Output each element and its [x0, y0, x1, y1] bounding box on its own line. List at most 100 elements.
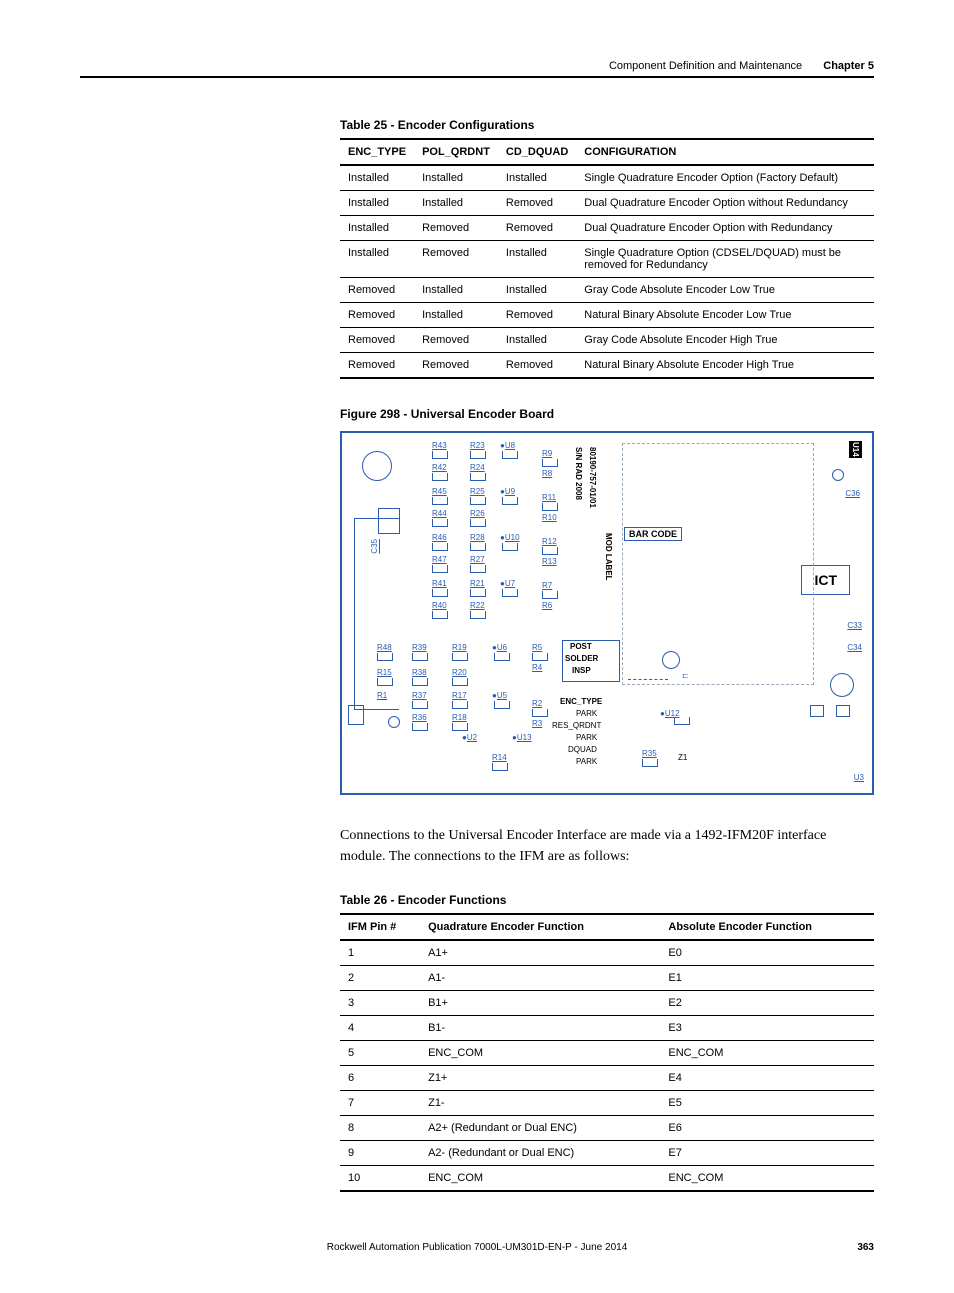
table25-header-row: ENC_TYPE POL_QRDNT CD_DQUAD CONFIGURATIO…: [340, 139, 874, 165]
table-cell: ENC_COM: [420, 1166, 660, 1192]
table-cell: E7: [660, 1141, 874, 1166]
table-row: 1A1+E0: [340, 940, 874, 966]
table-cell: Removed: [414, 216, 498, 241]
header-title: Component Definition and Maintenance: [609, 60, 802, 72]
label-solder: SOLDER: [565, 654, 598, 663]
table-row: 9A2- (Redundant or Dual ENC)E7: [340, 1141, 874, 1166]
col-cd-dquad: CD_DQUAD: [498, 139, 576, 165]
table-cell: 10: [340, 1166, 420, 1192]
footer-publication: Rockwell Automation Publication 7000L-UM…: [327, 1242, 628, 1253]
table-cell: Installed: [498, 328, 576, 353]
table-cell: Installed: [498, 241, 576, 278]
table-cell: Installed: [498, 278, 576, 303]
table-cell: Installed: [340, 165, 414, 191]
table-cell: A2- (Redundant or Dual ENC): [420, 1141, 660, 1166]
table-cell: Installed: [340, 241, 414, 278]
table-cell: E1: [660, 966, 874, 991]
table26-header-row: IFM Pin # Quadrature Encoder Function Ab…: [340, 914, 874, 940]
label-park3: PARK: [576, 757, 597, 766]
table-row: 6Z1+E4: [340, 1066, 874, 1091]
table-cell: B1+: [420, 991, 660, 1016]
table-cell: Removed: [414, 241, 498, 278]
main-content: Table 25 - Encoder Configurations ENC_TY…: [340, 118, 874, 1192]
table-cell: E0: [660, 940, 874, 966]
table-cell: Natural Binary Absolute Encoder Low True: [576, 303, 874, 328]
header-chapter: Chapter 5: [823, 60, 874, 72]
table-cell: Removed: [340, 278, 414, 303]
footer-page-number: 363: [857, 1242, 874, 1253]
table-cell: E2: [660, 991, 874, 1016]
label-partno: 80190-757-01/01: [588, 447, 597, 508]
table-row: 3B1+E2: [340, 991, 874, 1016]
table-cell: 9: [340, 1141, 420, 1166]
col-enc-type: ENC_TYPE: [340, 139, 414, 165]
label-dquad: DQUAD: [568, 745, 597, 754]
table-cell: A2+ (Redundant or Dual ENC): [420, 1116, 660, 1141]
table-cell: Single Quadrature Encoder Option (Factor…: [576, 165, 874, 191]
table-cell: Removed: [340, 303, 414, 328]
table-cell: Installed: [414, 165, 498, 191]
table-cell: 4: [340, 1016, 420, 1041]
col-pol-qrdnt: POL_QRDNT: [414, 139, 498, 165]
table-cell: Removed: [498, 216, 576, 241]
table-row: InstalledInstalledRemovedDual Quadrature…: [340, 191, 874, 216]
table-cell: Removed: [414, 353, 498, 379]
body-paragraph: Connections to the Universal Encoder Int…: [340, 825, 874, 867]
table-row: InstalledRemovedRemovedDual Quadrature E…: [340, 216, 874, 241]
table-cell: 8: [340, 1116, 420, 1141]
col-ifm-pin: IFM Pin #: [340, 914, 420, 940]
label-insp: INSP: [572, 666, 591, 675]
table-cell: 2: [340, 966, 420, 991]
table-cell: Removed: [340, 328, 414, 353]
label-park2: PARK: [576, 733, 597, 742]
table-cell: 1: [340, 940, 420, 966]
table-cell: E5: [660, 1091, 874, 1116]
table-row: RemovedRemovedInstalledGray Code Absolut…: [340, 328, 874, 353]
table-cell: Installed: [414, 278, 498, 303]
page-header: Component Definition and Maintenance Cha…: [80, 60, 874, 78]
table-cell: Removed: [498, 191, 576, 216]
table-cell: 7: [340, 1091, 420, 1116]
label-enctype: ENC_TYPE: [560, 697, 602, 706]
table-cell: Installed: [340, 216, 414, 241]
label-resqrdnt: RES_QRDNT: [552, 721, 601, 730]
table-cell: A1-: [420, 966, 660, 991]
table-row: InstalledInstalledInstalledSingle Quadra…: [340, 165, 874, 191]
table-row: InstalledRemovedInstalledSingle Quadratu…: [340, 241, 874, 278]
table-row: 4B1-E3: [340, 1016, 874, 1041]
table-cell: 6: [340, 1066, 420, 1091]
table-cell: Z1+: [420, 1066, 660, 1091]
table-row: 10ENC_COMENC_COM: [340, 1166, 874, 1192]
table-cell: A1+: [420, 940, 660, 966]
table-cell: E4: [660, 1066, 874, 1091]
table-cell: Z1-: [420, 1091, 660, 1116]
table-row: 7Z1-E5: [340, 1091, 874, 1116]
label-swrad: S/N RAD 2008: [574, 447, 583, 500]
table-row: RemovedRemovedRemovedNatural Binary Abso…: [340, 353, 874, 379]
table26-caption: Table 26 - Encoder Functions: [340, 893, 874, 907]
table-cell: Dual Quadrature Encoder Option without R…: [576, 191, 874, 216]
col-configuration: CONFIGURATION: [576, 139, 874, 165]
table-cell: 3: [340, 991, 420, 1016]
table-cell: ENC_COM: [660, 1166, 874, 1192]
table-cell: Removed: [498, 353, 576, 379]
table-cell: Natural Binary Absolute Encoder High Tru…: [576, 353, 874, 379]
table-row: 2A1-E1: [340, 966, 874, 991]
label-post: POST: [570, 642, 592, 651]
table-cell: Installed: [414, 191, 498, 216]
table-cell: Installed: [414, 303, 498, 328]
label-modlabel: MOD LABEL: [604, 533, 613, 581]
table-row: RemovedInstalledInstalledGray Code Absol…: [340, 278, 874, 303]
table-cell: 5: [340, 1041, 420, 1066]
table-cell: Gray Code Absolute Encoder Low True: [576, 278, 874, 303]
figure-caption: Figure 298 - Universal Encoder Board: [340, 407, 874, 421]
table-row: RemovedInstalledRemovedNatural Binary Ab…: [340, 303, 874, 328]
table25: ENC_TYPE POL_QRDNT CD_DQUAD CONFIGURATIO…: [340, 138, 874, 379]
table25-caption: Table 25 - Encoder Configurations: [340, 118, 874, 132]
table-cell: Removed: [340, 353, 414, 379]
table-cell: Removed: [498, 303, 576, 328]
table-row: 8A2+ (Redundant or Dual ENC)E6: [340, 1116, 874, 1141]
table-cell: Installed: [498, 165, 576, 191]
table-cell: ENC_COM: [420, 1041, 660, 1066]
col-abs-func: Absolute Encoder Function: [660, 914, 874, 940]
